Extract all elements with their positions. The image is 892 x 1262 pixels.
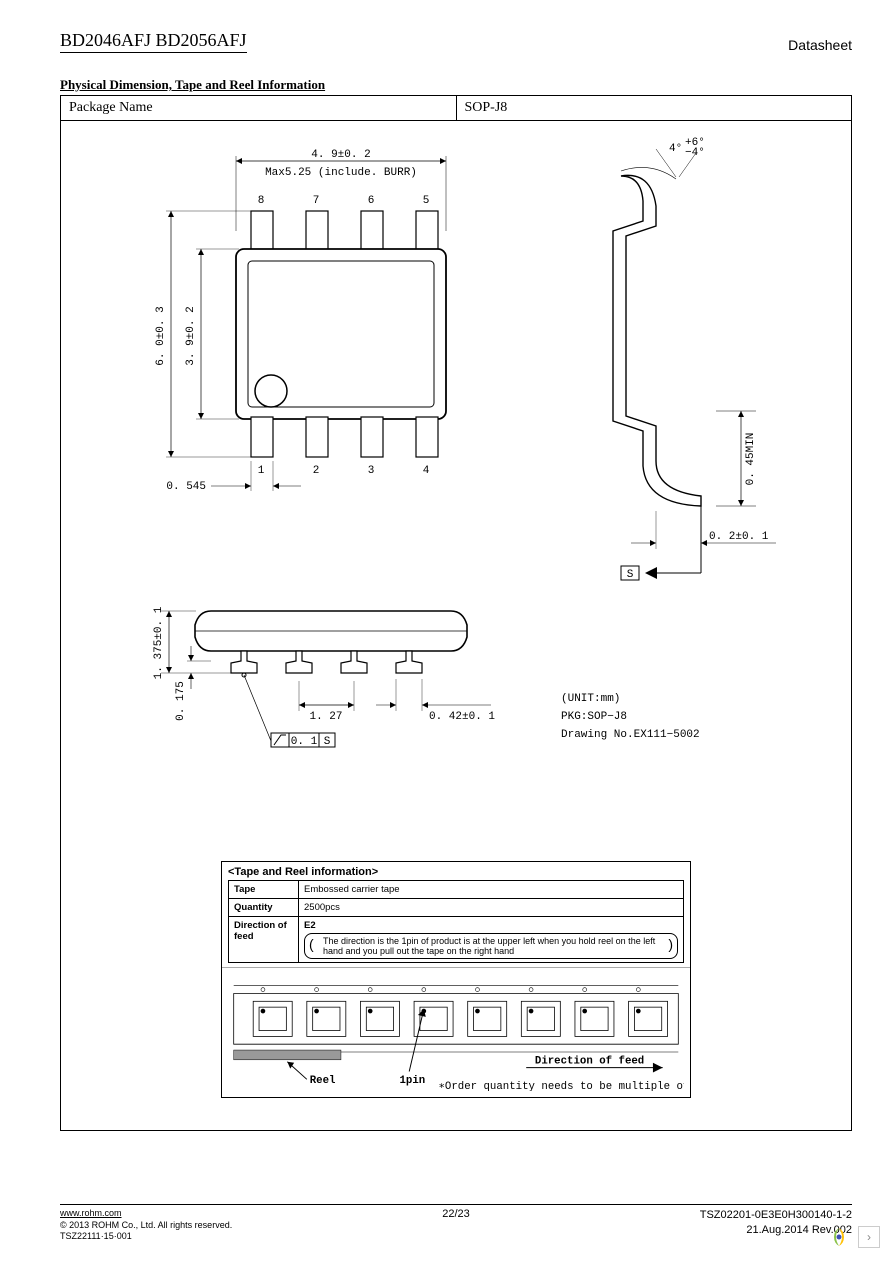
footer-copyright: © 2013 ROHM Co., Ltd. All rights reserve… xyxy=(60,1220,434,1231)
svg-text:1: 1 xyxy=(258,465,265,477)
page-nav: › xyxy=(826,1224,880,1250)
footer-docnum: TSZ02201-0E3E0H300140-1-2 xyxy=(478,1208,852,1222)
svg-text:6: 6 xyxy=(368,195,375,207)
svg-text:S: S xyxy=(627,569,634,581)
footer-url: www.rohm.com xyxy=(60,1208,434,1219)
svg-text:∗Order quantity needs to be mu: ∗Order quantity needs to be multiple of … xyxy=(438,1081,684,1091)
package-table: Package Name SOP-J8 xyxy=(60,95,852,121)
pkg-label: PKG:SOP−J8 xyxy=(561,711,627,723)
svg-text:0. 1: 0. 1 xyxy=(291,736,318,748)
unit-label: (UNIT:mm) xyxy=(561,693,620,705)
package-value: SOP-J8 xyxy=(456,96,852,121)
dim-angle: 4° xyxy=(669,143,682,155)
dim-height: 6. 0±0. 3 xyxy=(155,306,167,365)
dim-standoff: 0. 45MIN xyxy=(745,433,757,486)
dim-pinw: 0. 545 xyxy=(166,481,206,493)
part-numbers: BD2046AFJ BD2056AFJ xyxy=(60,30,247,53)
svg-text:5: 5 xyxy=(423,195,430,207)
section-title: Physical Dimension, Tape and Reel Inform… xyxy=(60,77,852,93)
svg-text:2: 2 xyxy=(313,465,320,477)
svg-text:Direction of feed: Direction of feed xyxy=(535,1056,644,1068)
dim-pitch: 1. 27 xyxy=(309,711,342,723)
dim-foot-h: 0. 175 xyxy=(175,681,187,721)
tape-reel-title: <Tape and Reel information> xyxy=(222,862,690,880)
svg-text:Reel: Reel xyxy=(310,1075,336,1087)
next-page-button[interactable]: › xyxy=(858,1226,880,1248)
page-footer: www.rohm.com © 2013 ROHM Co., Ltd. All r… xyxy=(60,1204,852,1242)
svg-text:7: 7 xyxy=(313,195,320,207)
svg-text:4: 4 xyxy=(423,465,430,477)
chevron-right-icon: › xyxy=(867,1230,871,1244)
drawing-area: 4. 9±0. 2 Max5.25 (include. BURR) 8 7 6 … xyxy=(60,121,852,1131)
footer-rev: 21.Aug.2014 Rev.002 xyxy=(478,1223,852,1237)
svg-text:8: 8 xyxy=(258,195,265,207)
dim-width: 4. 9±0. 2 xyxy=(311,149,370,161)
svg-text:−4°: −4° xyxy=(685,147,705,159)
package-label: Package Name xyxy=(61,96,457,121)
dim-leadw: 0. 42±0. 1 xyxy=(429,711,495,723)
svg-text:1pin: 1pin xyxy=(399,1075,425,1087)
drawing-no: Drawing No.EX111−5002 xyxy=(561,729,700,741)
logo-icon xyxy=(826,1224,852,1250)
svg-text:S: S xyxy=(324,736,331,748)
tape-reel-info: <Tape and Reel information> Tape Embosse… xyxy=(221,861,691,1098)
footer-tsz: TSZ22111·15·001 xyxy=(60,1231,434,1242)
doc-type: Datasheet xyxy=(788,37,852,53)
tape-diagram: Reel 1pin Direction of feed ∗Order quant… xyxy=(222,967,690,1097)
dim-foot: 0. 2±0. 1 xyxy=(709,531,769,543)
svg-text:3: 3 xyxy=(368,465,375,477)
dim-maxwidth: Max5.25 (include. BURR) xyxy=(265,167,417,179)
dim-front-h: 1. 375±0. 1 xyxy=(153,606,165,679)
page-number: 22/23 xyxy=(442,1208,470,1242)
dim-body-h: 3. 9±0. 2 xyxy=(185,306,197,365)
tape-reel-table: Tape Embossed carrier tape Quantity 2500… xyxy=(228,880,684,963)
